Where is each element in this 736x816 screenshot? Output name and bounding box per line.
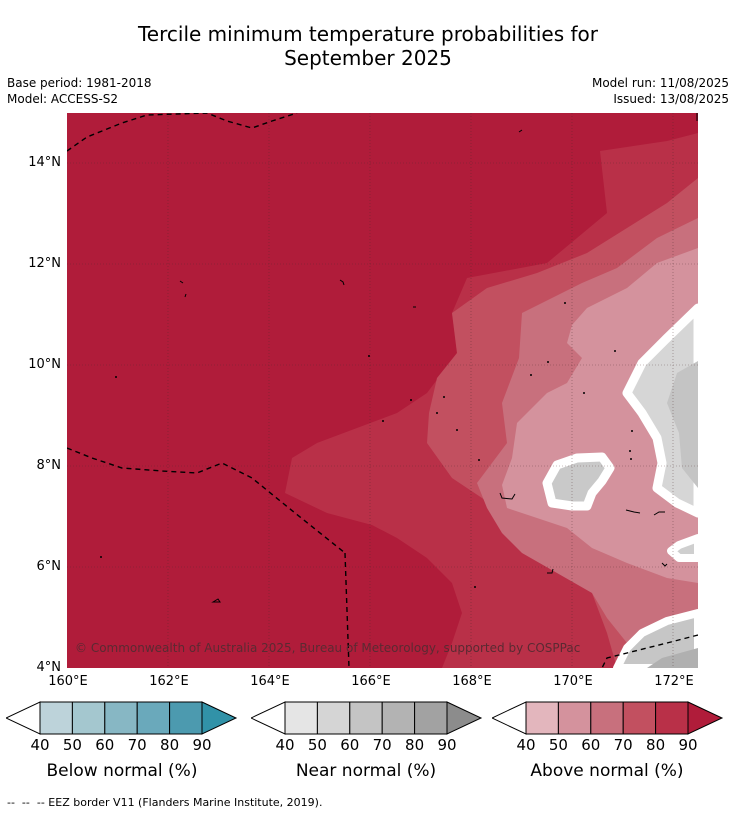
above-seg-70-80	[622, 701, 657, 735]
colorbar-above-normal	[492, 701, 724, 735]
base-period: Base period: 1981-2018	[7, 76, 152, 90]
near-tick-70: 70	[372, 736, 392, 754]
title-line-1: Tercile minimum temperature probabilitie…	[137, 22, 599, 46]
below-tick-70: 70	[127, 736, 147, 754]
lat-label-4n: 4°N	[36, 660, 62, 675]
gridlines	[67, 113, 698, 668]
above-seg-40-50	[525, 701, 559, 735]
below-seg-80-90	[169, 701, 203, 735]
below-cap-low	[6, 701, 41, 735]
near-tick-90: 90	[437, 736, 457, 754]
above-tick-80: 80	[646, 736, 666, 754]
above-normal-label: Above normal (%)	[530, 761, 684, 781]
meta-left: Base period: 1981-2018 Model: ACCESS-S2	[7, 75, 152, 107]
above-tick-60: 60	[581, 736, 601, 754]
below-seg-40-50	[39, 701, 73, 735]
below-tick-90: 90	[192, 736, 212, 754]
near-normal-south-region	[667, 534, 698, 562]
lon-label-164e: 164°E	[250, 674, 290, 689]
lon-label-160e: 160°E	[48, 674, 88, 689]
near-cap-low	[251, 701, 286, 735]
near-seg-40-50	[284, 701, 318, 735]
lon-label-170e: 170°E	[553, 674, 593, 689]
near-seg-70-80	[381, 701, 416, 735]
lat-label-12n: 12°N	[28, 256, 61, 271]
colorbar-near-normal	[251, 701, 483, 735]
near-tick-50: 50	[307, 736, 327, 754]
near-tick-80: 80	[405, 736, 425, 754]
meta-right: Model run: 11/08/2025 Issued: 13/08/2025	[592, 75, 729, 107]
below-tick-60: 60	[95, 736, 115, 754]
below-normal-label: Below normal (%)	[46, 761, 198, 781]
copyright-notice: © Commonwealth of Australia 2025, Bureau…	[75, 641, 581, 655]
below-seg-50-60	[71, 701, 106, 735]
map-title: Tercile minimum temperature probabilitie…	[0, 22, 736, 70]
near-normal-island-region	[542, 452, 615, 511]
near-tick-40: 40	[275, 736, 295, 754]
below-cap-high	[201, 701, 238, 735]
below-tick-40: 40	[30, 736, 50, 754]
above-tick-90: 90	[678, 736, 698, 754]
near-normal-dark-region	[667, 361, 698, 488]
above-tick-50: 50	[548, 736, 568, 754]
map-canvas	[67, 113, 698, 668]
model-run: Model run: 11/08/2025	[591, 76, 729, 90]
eez-footnote: -- -- -- EEZ border V11 (Flanders Marine…	[7, 796, 323, 809]
above-cap-high	[687, 701, 724, 735]
above-seg-60-70	[590, 701, 624, 735]
lat-label-14n: 14°N	[28, 155, 61, 170]
near-seg-80-90	[414, 701, 448, 735]
model-name: Model: ACCESS-S2	[7, 92, 119, 106]
near-tick-60: 60	[340, 736, 360, 754]
above-seg-50-60	[557, 701, 592, 735]
below-tick-80: 80	[160, 736, 180, 754]
eez-borders	[67, 113, 698, 668]
colorbar-below-normal	[6, 701, 238, 735]
near-normal-label: Near normal (%)	[295, 761, 437, 781]
above-cap-low	[492, 701, 527, 735]
issued-date: Issued: 13/08/2025	[613, 92, 729, 106]
above-tick-40: 40	[516, 736, 536, 754]
lon-label-168e: 168°E	[452, 674, 492, 689]
small-islets	[100, 302, 633, 588]
near-cap-high	[446, 701, 483, 735]
below-tick-50: 50	[62, 736, 82, 754]
islands	[179, 113, 698, 603]
lon-label-166e: 166°E	[351, 674, 391, 689]
probability-map: © Commonwealth of Australia 2025, Bureau…	[67, 113, 698, 668]
lat-label-10n: 10°N	[28, 357, 61, 372]
near-normal-region	[622, 303, 698, 518]
near-normal-corner-dark	[647, 648, 698, 668]
below-seg-60-70	[104, 701, 138, 735]
lat-label-8n: 8°N	[36, 458, 62, 473]
lon-label-172e: 172°E	[654, 674, 694, 689]
lon-label-162e: 162°E	[149, 674, 189, 689]
below-seg-70-80	[136, 701, 171, 735]
above-seg-80-90	[655, 701, 689, 735]
lat-label-6n: 6°N	[36, 559, 62, 574]
near-seg-50-60	[316, 701, 351, 735]
above-tick-70: 70	[613, 736, 633, 754]
near-seg-60-70	[349, 701, 383, 735]
title-line-2: September 2025	[284, 46, 452, 70]
